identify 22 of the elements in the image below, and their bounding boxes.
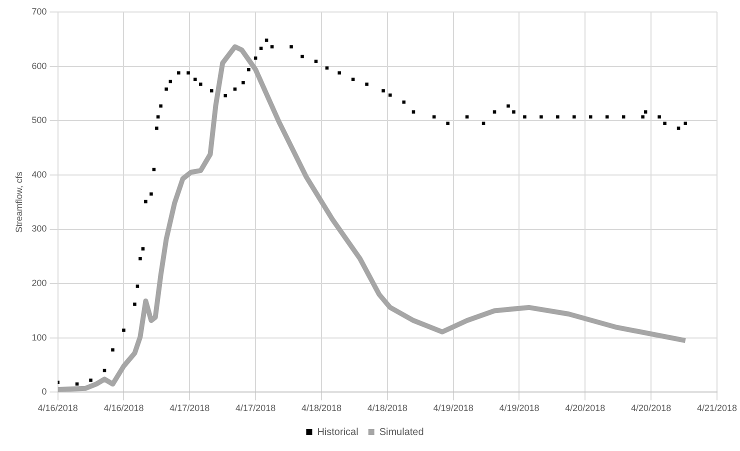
x-tick-label: 4/17/2018	[236, 403, 276, 414]
x-tick-label: 4/20/2018	[631, 403, 672, 414]
y-tick-label: 700	[32, 6, 47, 16]
x-tick-label: 4/16/2018	[38, 403, 78, 414]
x-tick-label: 4/18/2018	[301, 403, 342, 414]
y-tick-label: 300	[32, 224, 47, 234]
y-tick-label: 400	[32, 169, 47, 180]
x-tick-label: 4/21/2018	[696, 403, 738, 414]
x-tick-label: 4/18/2018	[367, 403, 408, 414]
x-tick-label: 4/19/2018	[433, 403, 474, 414]
y-tick-label: 0	[42, 386, 47, 397]
x-tick-label: 4/17/2018	[170, 403, 210, 414]
x-tick-label: 4/20/2018	[565, 403, 606, 414]
y-tick-label: 200	[32, 278, 47, 288]
x-tick-label: 4/16/2018	[104, 403, 144, 414]
y-tick-label: 600	[32, 60, 47, 71]
y-tick-label: 100	[32, 332, 47, 342]
legend-label: Historical	[317, 426, 358, 438]
legend-label: Simulated	[379, 426, 424, 438]
y-tick-label: 500	[32, 115, 47, 126]
x-tick-label: 4/19/2018	[499, 403, 540, 414]
y-axis-title: Streamflow, cfs	[14, 171, 24, 233]
